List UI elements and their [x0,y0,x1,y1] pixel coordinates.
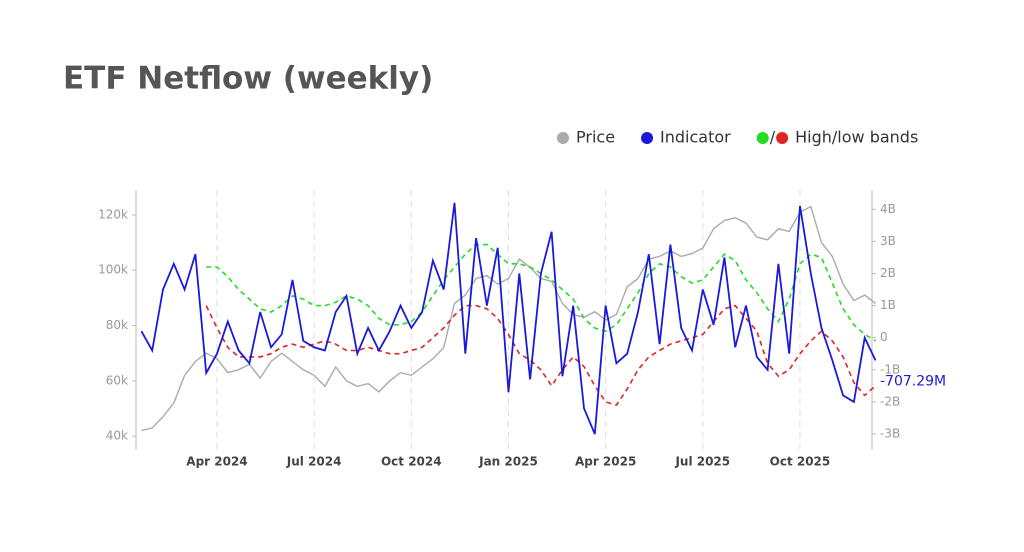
legend-label: Indicator [660,128,731,147]
x-tick-label: Jul 2024 [286,455,342,469]
legend-marker [776,132,789,144]
x-tick-label: Oct 2025 [770,455,831,469]
y2-tick-label: 2B [880,266,896,280]
y-tick-label: 120k [98,207,128,221]
value-label: -707.29M [880,373,946,389]
chart-title: ETF Netflow (weekly) [63,61,433,97]
legend-label: Price [576,128,615,147]
y-tick-label: 80k [106,318,128,332]
y2-tick-label: -1B [880,362,900,376]
x-tick-label: Oct 2024 [381,455,442,469]
series-line [141,205,876,432]
x-tick-label: Jan 2025 [478,455,538,469]
legend-marker [557,132,569,144]
legend-label: High/low bands [795,128,918,147]
y2-tick-label: 3B [880,234,896,248]
legend-marker [756,132,769,144]
y2-tick-label: -2B [880,394,900,408]
y2-tick-label: 4B [880,202,896,216]
band-line [205,304,877,407]
legend-separator: / [770,128,776,147]
legend-marker [641,132,654,144]
y-tick-label: 40k [106,429,128,443]
y-tick-label: 100k [98,263,128,277]
y2-tick-label: -3B [880,426,900,440]
y-tick-label: 60k [106,373,128,387]
y2-tick-label: 0 [880,330,888,344]
x-tick-label: Jul 2025 [674,455,730,469]
series-line [140,202,877,435]
x-tick-label: Apr 2024 [186,455,247,469]
x-tick-label: Apr 2025 [575,455,636,469]
y2-tick-label: 1B [880,298,896,312]
